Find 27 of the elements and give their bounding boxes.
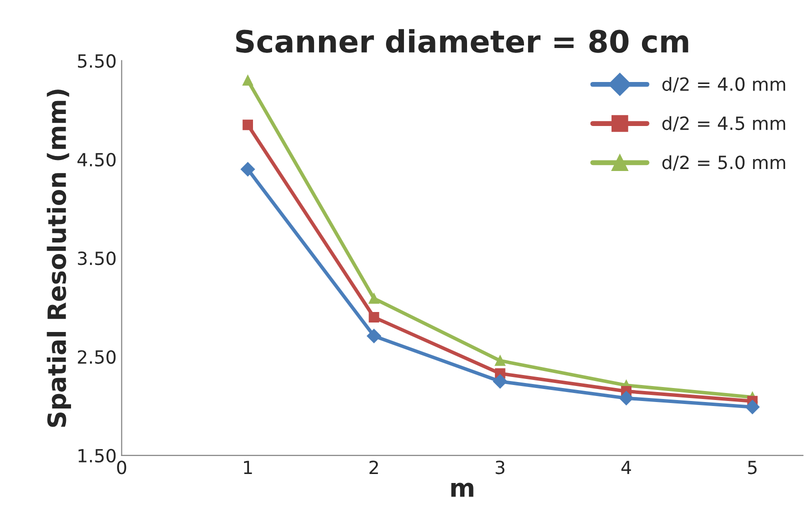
- y-tick-label: 1.50: [78, 448, 116, 463]
- legend-label: d/2 = 4.5 mm: [662, 116, 786, 132]
- x-tick-label: 2: [370, 460, 378, 474]
- legend-label: d/2 = 4.0 mm: [662, 76, 786, 92]
- y-tick-label: 5.50: [78, 54, 116, 68]
- point: [368, 312, 380, 322]
- y-tick-label: 3.50: [78, 252, 116, 266]
- legend-label: d/2 = 5.0 mm: [662, 155, 786, 171]
- x-tick-label: 5: [748, 460, 757, 474]
- point: [242, 120, 254, 130]
- x-axis-title: m: [451, 482, 474, 497]
- point: [242, 75, 254, 86]
- x-tick-label: 0: [117, 460, 126, 474]
- x-tick-label: 4: [621, 460, 632, 474]
- point: [368, 293, 380, 304]
- x-tick-label: 1: [244, 460, 252, 474]
- point: [493, 374, 508, 388]
- point: [619, 391, 634, 406]
- x-tick-label: 3: [496, 460, 504, 474]
- point: [366, 328, 382, 344]
- point: [745, 400, 760, 414]
- y-tick-label: 4.50: [77, 152, 116, 167]
- point: [494, 355, 506, 366]
- point: [240, 162, 255, 176]
- chart-title: Scanner diameter = 80 cm: [236, 29, 688, 53]
- y-tick-label: 2.50: [78, 350, 116, 364]
- y-axis-title: Spatial Resolution (mm): [46, 90, 72, 427]
